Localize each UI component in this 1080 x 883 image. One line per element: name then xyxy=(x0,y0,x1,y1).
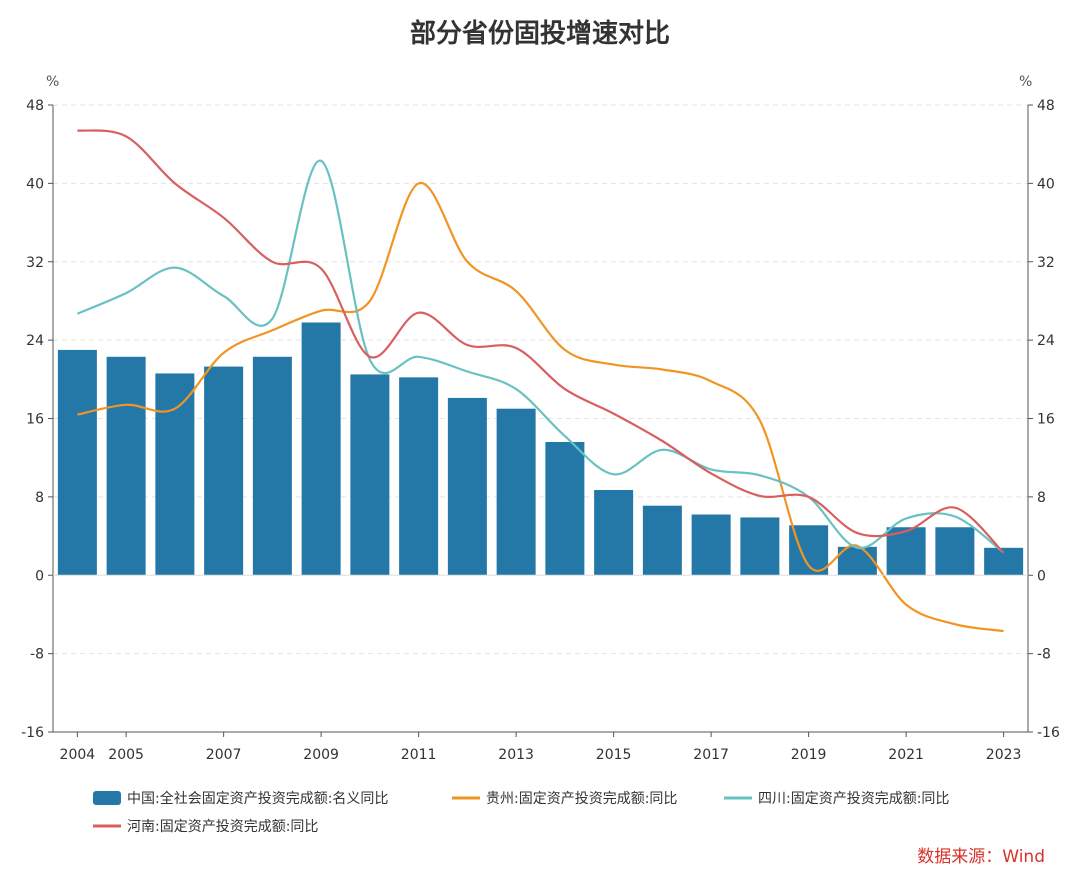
bar xyxy=(740,517,780,576)
x-tick-label: 2005 xyxy=(108,747,144,763)
y-tick-label-left: -16 xyxy=(21,725,44,741)
bar xyxy=(837,546,877,576)
y-tick-label-right: 24 xyxy=(1037,333,1055,349)
x-tick-label: 2009 xyxy=(303,747,339,763)
y-tick-label-left: 0 xyxy=(35,568,44,584)
x-tick-label: 2017 xyxy=(693,747,729,763)
y-tick-label-right: 48 xyxy=(1037,98,1055,114)
axes: -16 -16 -8 -8 0 0 8 8 16 16 24 24 32 32 40 40 48 48 2004 20… xyxy=(21,98,1060,763)
y-tick-label-left: 24 xyxy=(26,333,44,349)
x-tick-label: 2021 xyxy=(888,747,924,763)
legend-label-0: 中国:全社会固定资产投资完成额:名义同比 xyxy=(127,790,388,807)
legend-label-1: 贵州:固定资产投资完成额:同比 xyxy=(486,791,677,807)
y-tick-label-right: 32 xyxy=(1037,255,1055,271)
line-series-2 xyxy=(76,159,1005,554)
bar xyxy=(57,349,97,576)
left-axis-unit: % xyxy=(46,74,59,90)
legend-swatch-0 xyxy=(93,791,121,805)
bar xyxy=(399,377,439,576)
line-series-3 xyxy=(77,129,1005,554)
y-tick-label-left: 40 xyxy=(26,176,44,192)
y-tick-label-right: 0 xyxy=(1037,568,1046,584)
bar-series xyxy=(57,322,1024,576)
y-tick-label-right: 8 xyxy=(1037,490,1046,506)
x-tick-label: 2013 xyxy=(498,747,534,763)
y-tick-label-right: -16 xyxy=(1037,725,1060,741)
bar xyxy=(545,442,585,576)
line-series xyxy=(76,129,1005,633)
y-tick-label-right: -8 xyxy=(1037,647,1051,663)
line-series-1 xyxy=(77,182,1004,633)
right-axis-unit: % xyxy=(1019,74,1032,90)
x-tick-label: 2004 xyxy=(60,747,96,763)
y-tick-label-left: 48 xyxy=(26,98,44,114)
bar xyxy=(691,514,731,576)
bar xyxy=(350,374,390,576)
x-tick-label: 2023 xyxy=(986,747,1022,763)
x-tick-label: 2015 xyxy=(596,747,632,763)
chart-title: 部分省份固投增速对比 xyxy=(410,18,670,49)
legend-label-3: 河南:固定资产投资完成额:同比 xyxy=(127,819,318,835)
bar xyxy=(252,356,292,576)
y-tick-label-left: 16 xyxy=(26,412,44,428)
legend-label-2: 四川:固定资产投资完成额:同比 xyxy=(758,791,949,807)
bar xyxy=(447,397,487,576)
bar xyxy=(496,408,536,576)
x-tick-label: 2011 xyxy=(401,747,437,763)
bar xyxy=(155,373,195,576)
bar xyxy=(594,490,634,576)
bar xyxy=(106,356,146,576)
source-label: 数据来源：Wind xyxy=(917,847,1045,867)
y-tick-label-right: 40 xyxy=(1037,176,1055,192)
legend: 中国:全社会固定资产投资完成额:名义同比 贵州:固定资产投资完成额:同比 四川:固定… xyxy=(93,790,949,835)
x-tick-label: 2007 xyxy=(206,747,242,763)
bar xyxy=(935,527,975,576)
bar xyxy=(301,322,341,576)
y-tick-label-right: 16 xyxy=(1037,412,1055,428)
y-tick-label-left: 32 xyxy=(26,255,44,271)
bar xyxy=(204,366,244,576)
bar xyxy=(642,505,682,576)
y-tick-label-left: -8 xyxy=(30,647,44,663)
y-tick-label-left: 8 xyxy=(35,490,44,506)
x-tick-label: 2019 xyxy=(791,747,827,763)
